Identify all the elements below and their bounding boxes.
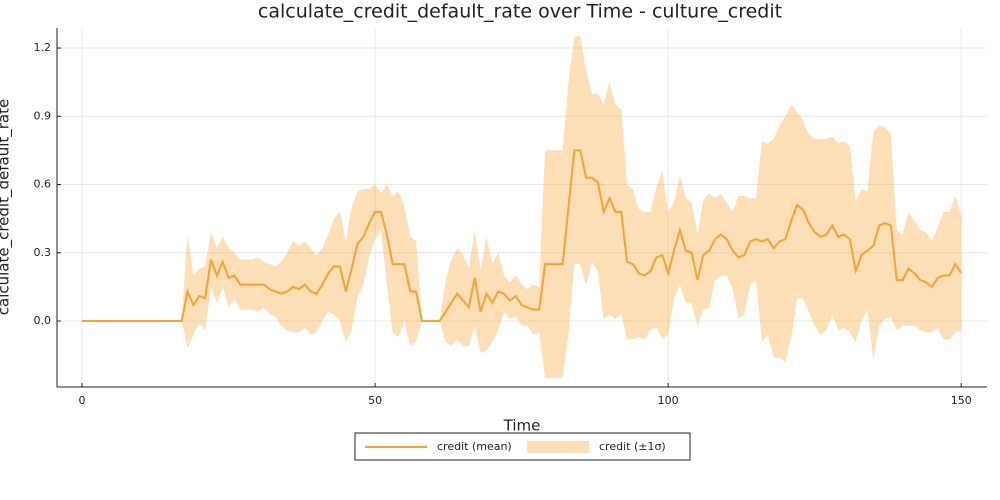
legend-swatch bbox=[527, 441, 589, 453]
x-axis-label: Time bbox=[503, 417, 541, 435]
axes bbox=[56, 28, 987, 388]
x-tick-label: 100 bbox=[658, 394, 679, 407]
x-tick-label: 50 bbox=[368, 394, 382, 407]
chart-title: calculate_credit_default_rate over Time … bbox=[258, 1, 782, 23]
y-tick-label: 0.9 bbox=[34, 109, 52, 122]
y-axis-label: calculate_credit_default_rate bbox=[0, 99, 14, 315]
band bbox=[82, 36, 962, 378]
line bbox=[82, 149, 963, 323]
x-tick-label: 0 bbox=[79, 394, 86, 407]
legend-label: credit (mean) bbox=[437, 440, 512, 453]
y-tick-label: 0.6 bbox=[34, 178, 52, 191]
y-tick-label: 0.0 bbox=[34, 314, 52, 327]
y-tick-label: 0.3 bbox=[34, 246, 52, 259]
x-tick-label: 150 bbox=[951, 394, 972, 407]
y-tick-label: 1.2 bbox=[34, 41, 52, 54]
legend-label: credit (±1σ) bbox=[599, 440, 666, 453]
